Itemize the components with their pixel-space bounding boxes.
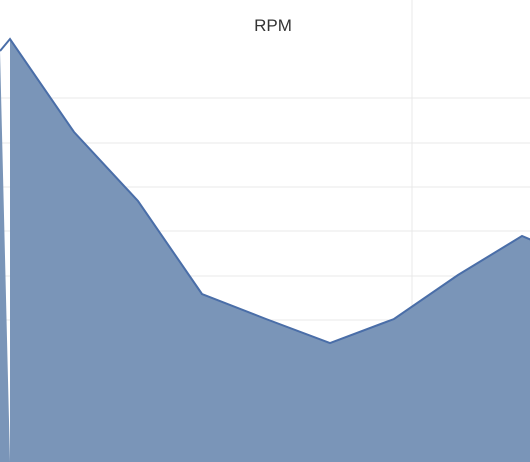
series-line [0,37,530,345]
chart-title: RPM [254,16,292,35]
series-area [0,39,530,462]
